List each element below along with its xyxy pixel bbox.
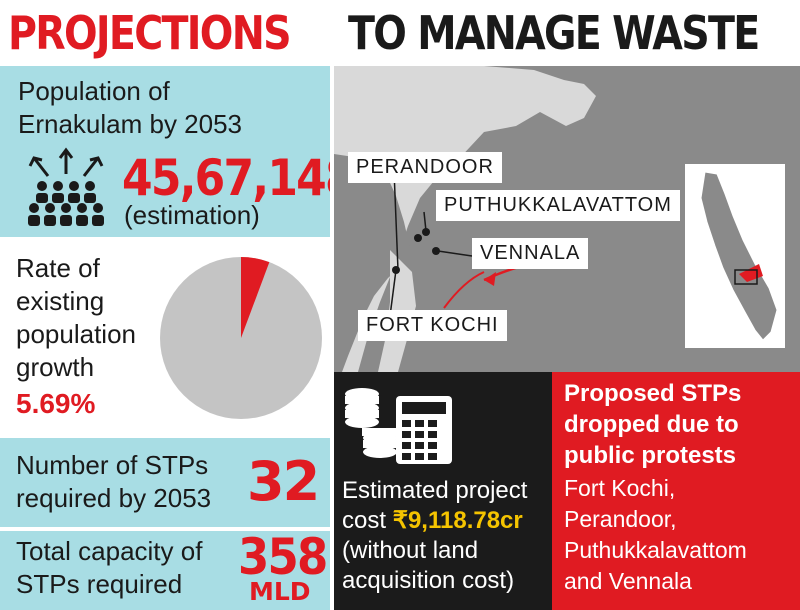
column-separator xyxy=(330,66,334,610)
dropped-item-1: Fort Kochi, xyxy=(564,475,676,501)
perandoor-marker xyxy=(414,234,422,242)
dropped-item-4: and Vennala xyxy=(564,568,692,594)
headline-part1: PROJECTIONS xyxy=(8,6,292,60)
dropped-item-2: Perandoor, xyxy=(564,506,677,532)
population-note: (estimation) xyxy=(124,200,260,230)
map-label-puthukkalavattom: PUTHUKKALAVATTOM xyxy=(436,190,680,221)
dropped-heading-3: public protests xyxy=(564,442,737,469)
growth-label-3: population xyxy=(16,319,136,349)
divider xyxy=(0,527,330,531)
headline-bar: PROJECTIONS TO MANAGE WASTE xyxy=(0,0,800,66)
stps-required-panel: Number of STPs required by 2053 32 xyxy=(0,438,330,527)
map-label-vennala: VENNALA xyxy=(472,238,589,269)
puthukkalavattom-marker xyxy=(422,228,430,236)
dropped-heading-2: dropped due to xyxy=(564,411,739,438)
cost-line-3: (without land xyxy=(342,537,479,564)
stps-required-label-1: Number of STPs xyxy=(16,450,209,480)
capacity-label-2: STPs required xyxy=(16,569,183,599)
capacity-value: 358 xyxy=(238,528,328,586)
capacity-unit: MLD xyxy=(249,577,311,606)
growth-pie-chart xyxy=(160,257,322,419)
cost-panel: Estimated project cost ₹9,118.78cr (with… xyxy=(334,372,552,610)
divider xyxy=(0,237,330,241)
dropped-item-3: Puthukkalavattom xyxy=(564,537,747,563)
stps-required-value: 32 xyxy=(247,450,320,513)
stps-required-label-2: required by 2053 xyxy=(16,483,212,513)
fort-kochi-marker xyxy=(392,266,400,274)
vennala-marker xyxy=(432,247,440,255)
dropped-stps-panel: Proposed STPs dropped due to public prot… xyxy=(552,372,800,610)
cost-line-4: acquisition cost) xyxy=(342,567,515,594)
headline-part2: TO MANAGE WASTE xyxy=(348,6,760,60)
population-value: 45,67,148 xyxy=(122,149,356,207)
map-panel: PERANDOOR PUTHUKKALAVATTOM VENNALA FORT … xyxy=(334,66,800,372)
growth-label-1: Rate of xyxy=(16,253,100,283)
population-panel: Population of Ernakulam by 2053 45,67,14… xyxy=(0,66,356,237)
cost-prefix: cost xyxy=(342,507,393,534)
cost-line-1: Estimated project xyxy=(342,477,528,504)
dropped-heading-1: Proposed STPs xyxy=(564,380,742,407)
map-label-perandoor: PERANDOOR xyxy=(348,152,502,183)
cost-value: ₹9,118.78cr xyxy=(392,507,523,534)
growth-label-4: growth xyxy=(16,352,95,382)
population-label-2: Ernakulam by 2053 xyxy=(18,109,243,139)
capacity-panel: Total capacity of STPs required 358 MLD xyxy=(0,528,330,610)
map-label-fort-kochi: FORT KOCHI xyxy=(358,310,507,341)
people-growth-icon xyxy=(28,147,104,226)
growth-panel: Rate of existing population growth 5.69% xyxy=(0,241,330,438)
capacity-label-1: Total capacity of xyxy=(16,536,203,566)
kerala-map-icon xyxy=(685,164,785,348)
pie-growth-slice xyxy=(241,257,270,338)
cost-line-2: cost ₹9,118.78cr xyxy=(342,506,523,536)
growth-value: 5.69% xyxy=(16,388,96,419)
population-label-1: Population of xyxy=(18,76,170,106)
growth-label-2: existing xyxy=(16,286,105,316)
coins-calculator-icon xyxy=(345,388,452,464)
